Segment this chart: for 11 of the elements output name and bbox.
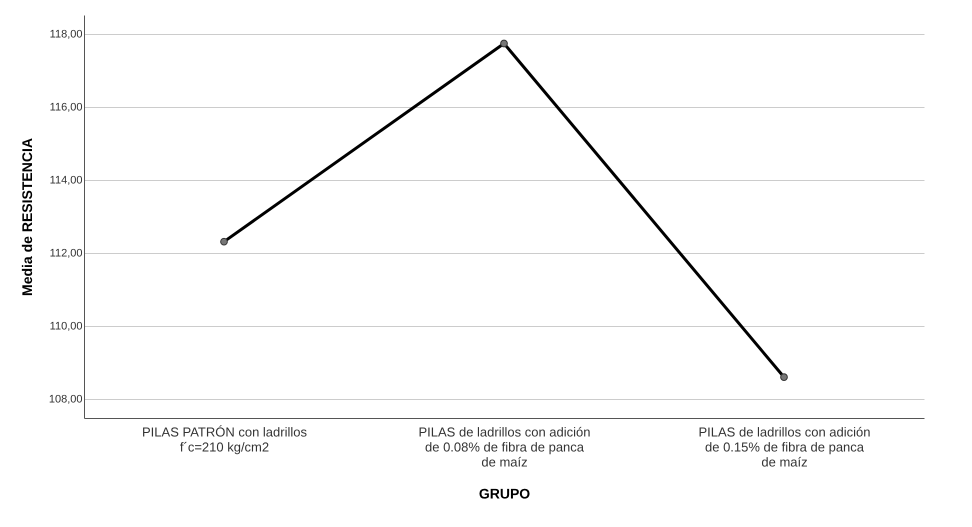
y-tick-label: 108,00 [48,394,82,406]
x-axis-title: GRUPO [478,486,530,502]
y-tick-label: 116,00 [50,101,82,114]
y-tick-label: 110,00 [50,320,82,333]
x-tick-label: PILAS de ladrillos con adición de 0.08% de fibra de panca de maíz [418,424,590,470]
y-tick-label: 114,00 [50,174,82,186]
y-tick-label: 112,00 [50,248,82,260]
x-tick-label: PILAS PATRÓN con ladrillos f´c=210 kg/cm2 [142,424,308,454]
x-tick-label: PILAS de ladrillos con adición de 0.15% de fibra de panca de maíz [698,424,870,470]
y-tick-label: 118,00 [50,28,82,40]
y-axis-title: Media de RESISTENCIA [18,138,35,296]
